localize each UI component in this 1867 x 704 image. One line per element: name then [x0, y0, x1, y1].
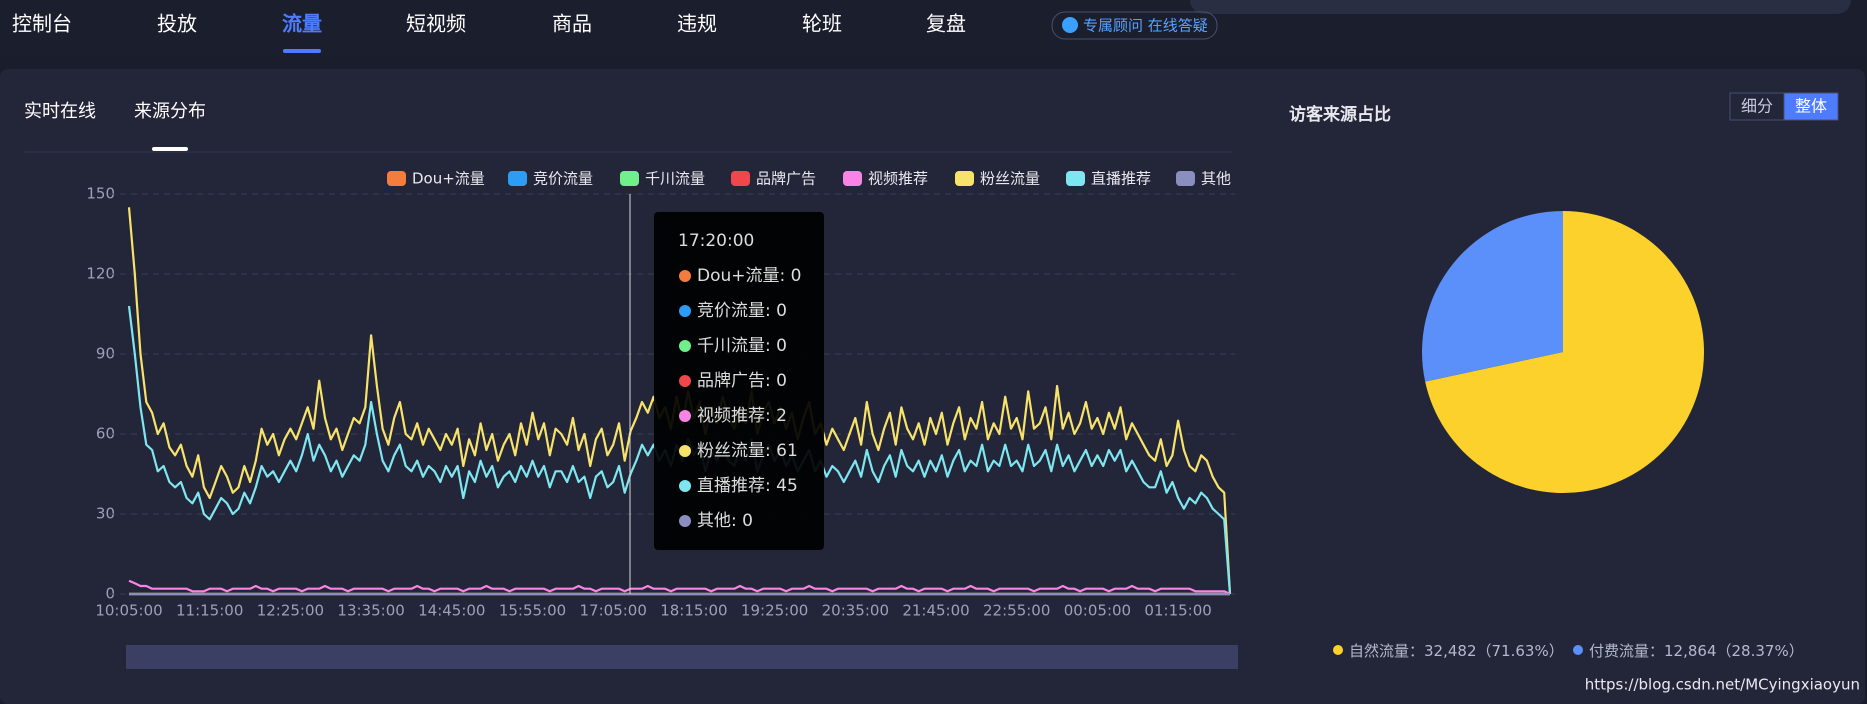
nav-item[interactable]: 商品 — [552, 12, 592, 36]
legend-swatch — [955, 171, 974, 186]
tab[interactable]: 来源分布 — [134, 101, 206, 122]
series-line — [128, 579, 1231, 595]
y-tick-label: 60 — [96, 425, 115, 443]
x-tick-label: 14:45:00 — [418, 602, 485, 620]
legend-label[interactable]: 视频推荐 — [868, 170, 928, 188]
pie-legend-dot — [1573, 645, 1583, 655]
pie-legend-value: ：12,864（28.37%） — [1649, 642, 1804, 660]
tooltip-dot — [679, 515, 691, 527]
x-tick-label: 11:15:00 — [176, 602, 243, 620]
advisor-link[interactable]: 专属顾问 在线答疑 — [1083, 17, 1208, 35]
tooltip-item: Dou+流量: 0 — [697, 266, 801, 286]
nav-item[interactable]: 短视频 — [406, 12, 466, 36]
toggle-label[interactable]: 细分 — [1741, 97, 1773, 116]
nav-underline — [283, 49, 321, 53]
tooltip: 17:20:00 Dou+流量: 0 竞价流量: 0 千川流量: 0 品牌广告: 0 视频… — [654, 212, 824, 550]
toggle-label[interactable]: 整体 — [1795, 97, 1827, 116]
pie-title: 访客来源占比 — [1289, 104, 1391, 125]
x-tick-label: 19:25:00 — [741, 602, 808, 620]
x-tick-label: 22:55:00 — [983, 602, 1050, 620]
legend-swatch — [843, 171, 862, 186]
tooltip-item: 视频推荐: 2 — [697, 406, 787, 426]
y-tick-label: 30 — [96, 505, 115, 523]
legend-swatch — [1176, 171, 1195, 186]
nav-item[interactable]: 轮班 — [802, 12, 842, 36]
nav-item[interactable]: 控制台 — [12, 12, 72, 36]
watermark: https://blog.csdn.net/MCyingxiaoyun — [1585, 676, 1860, 694]
legend-swatch — [620, 171, 639, 186]
y-tick-label: 90 — [96, 345, 115, 363]
advisor-icon — [1062, 17, 1078, 33]
tooltip-item: 千川流量: 0 — [697, 336, 787, 356]
pie-legend-name: 自然流量 — [1349, 642, 1409, 660]
tooltip-dot — [679, 375, 691, 387]
x-tick-label: 17:05:00 — [580, 602, 647, 620]
tab[interactable]: 实时在线 — [24, 101, 96, 122]
y-tick-label: 150 — [86, 185, 115, 203]
tab-underline — [152, 147, 188, 151]
legend-label[interactable]: Dou+流量 — [412, 170, 485, 188]
nav-item[interactable]: 流量 — [282, 12, 322, 36]
x-tick-label: 18:15:00 — [660, 602, 727, 620]
tooltip-dot — [679, 445, 691, 457]
tooltip-item: 粉丝流量: 61 — [697, 441, 798, 461]
tooltip-dot — [679, 305, 691, 317]
tooltip-dot — [679, 480, 691, 492]
toggle-button[interactable] — [1729, 92, 1785, 121]
pie-legend-label: 付费流量：12,864（28.37%） — [1589, 642, 1804, 660]
pie-slice — [1422, 211, 1563, 382]
nav-item[interactable]: 投放 — [157, 12, 197, 36]
x-tick-label: 12:25:00 — [257, 602, 324, 620]
x-tick-label: 00:05:00 — [1064, 602, 1131, 620]
pie-legend-name: 付费流量 — [1589, 642, 1649, 660]
pie-legend-dot — [1333, 645, 1343, 655]
legend-label[interactable]: 其他 — [1201, 170, 1231, 188]
pie-slice — [1425, 211, 1704, 493]
top-right-panel — [1190, 0, 1851, 14]
zoom-slider[interactable] — [126, 645, 1238, 669]
legend-label[interactable]: 直播推荐 — [1091, 170, 1151, 188]
tooltip-item: 其他: 0 — [697, 511, 753, 531]
tooltip-item: 品牌广告: 0 — [697, 371, 787, 391]
legend-swatch — [387, 171, 406, 186]
legend-swatch — [508, 171, 527, 186]
tooltip-dot — [679, 340, 691, 352]
legend-label[interactable]: 粉丝流量 — [980, 170, 1040, 188]
legend-label[interactable]: 千川流量 — [645, 170, 705, 188]
legend-label[interactable]: 品牌广告 — [756, 170, 816, 188]
tooltip-dot — [679, 410, 691, 422]
main-panel — [0, 69, 1865, 704]
x-tick-label: 15:55:00 — [499, 602, 566, 620]
legend-swatch — [731, 171, 750, 186]
tooltip-title: 17:20:00 — [678, 231, 754, 251]
x-tick-label: 01:15:00 — [1144, 602, 1211, 620]
x-tick-label: 21:45:00 — [902, 602, 969, 620]
pie-legend-label: 自然流量：32,482（71.63%） — [1349, 642, 1564, 660]
advisor-pill[interactable] — [1051, 11, 1218, 40]
x-tick-label: 10:05:00 — [95, 602, 162, 620]
tooltip-box — [654, 212, 824, 550]
legend-swatch — [1066, 171, 1085, 186]
legend-label[interactable]: 竞价流量 — [533, 170, 593, 188]
toggle-button[interactable] — [1783, 92, 1839, 121]
tooltip-dot — [679, 270, 691, 282]
tooltip-item: 直播推荐: 45 — [697, 476, 798, 496]
nav-item[interactable]: 复盘 — [926, 12, 966, 36]
tooltip-item: 竞价流量: 0 — [697, 301, 787, 321]
pie-legend-value: ：32,482（71.63%） — [1409, 642, 1564, 660]
y-tick-label: 120 — [86, 265, 115, 283]
x-tick-label: 13:35:00 — [337, 602, 404, 620]
x-tick-label: 20:35:00 — [822, 602, 889, 620]
nav-item[interactable]: 违规 — [677, 12, 717, 36]
